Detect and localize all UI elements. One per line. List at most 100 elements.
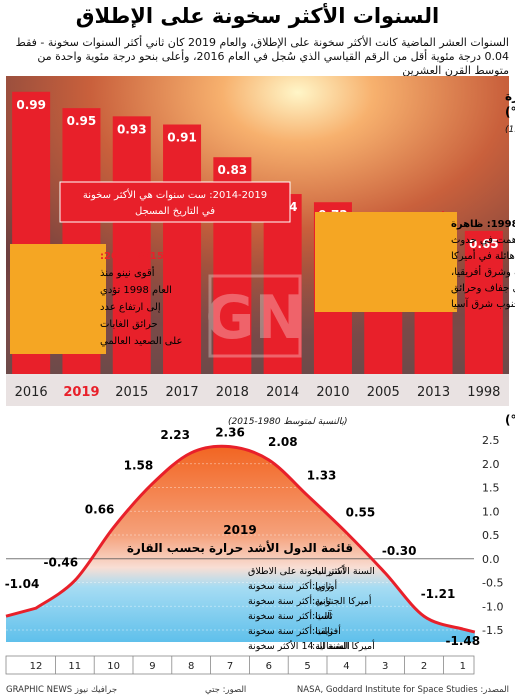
- year-label-1998: 1998: [467, 385, 500, 400]
- ranking-text: ثالث أكثر سنة سخونة: [248, 609, 333, 622]
- year-label-2014: 2014: [266, 385, 299, 400]
- bar-value-1998: 0.65: [469, 237, 499, 251]
- month-label-6: 6: [266, 661, 272, 672]
- year-axis-band: [6, 374, 509, 406]
- ranking-text: السنة الأكثر سخونة على الاطلاق: [248, 565, 375, 577]
- bar-2015: [112, 116, 151, 374]
- year-label-2013: 2013: [417, 385, 450, 400]
- left-callout-line: على الصعيد العالمي: [100, 336, 182, 347]
- month-value-6: 2.08: [268, 435, 298, 449]
- left-callout: 2016-2015: أقوى نينو منذ العام 1998 تؤدي إل…: [10, 244, 182, 373]
- month-label-2: 2: [421, 661, 427, 672]
- temperature-curve-line: [5, 444, 476, 634]
- ranking-region: أميركا الجنوبية:: [312, 594, 372, 607]
- bar-value-2015: 0.93: [117, 122, 147, 136]
- global-temp-note: (نسبة لمتوسط 1951-1980): [505, 125, 515, 135]
- y-tick-label: 0.0: [482, 553, 500, 566]
- right-callout-line: إضافة إلى جفاف وحرائق: [451, 283, 515, 294]
- bar-2014: [263, 194, 302, 374]
- center-callout: 2014-2019: ست سنوات هي الأكثر سخونة في ا…: [59, 181, 291, 223]
- month-value-4: 0.55: [346, 506, 376, 520]
- month-value-11: -0.46: [44, 556, 79, 570]
- year-label-2018: 2018: [216, 385, 249, 400]
- temperature-curve-area: [6, 446, 475, 642]
- ranking-text: ثاني أكثر سنة سخونة: [248, 579, 331, 592]
- ranking-text: ثالث أكثر سنة سخونة: [248, 624, 333, 637]
- footer-source: المصدر: NASA, Goddard Institute for Spac…: [296, 685, 509, 695]
- month-value-8: 2.23: [160, 428, 190, 442]
- left-callout-line: 2016-2015:: [100, 251, 164, 262]
- month-label-4: 4: [343, 661, 349, 672]
- left-callout-line: أقوى نينو منذ: [100, 266, 155, 279]
- monthly-chart-note: (بالنسبة لمتوسط 1980-2015): [228, 417, 347, 427]
- y-tick-label: -0.5: [482, 577, 503, 590]
- month-value-10: 0.66: [85, 502, 115, 516]
- y-tick-label: 1.0: [482, 505, 500, 518]
- year-label-2017: 2017: [166, 385, 199, 400]
- ranking-text: ثاني أكثر سنة سخونة: [248, 594, 331, 607]
- month-label-11: 11: [68, 661, 81, 672]
- right-callout-line: النينيو ساهمت في حدوث: [451, 235, 515, 246]
- ranking-year: 2019: [223, 523, 256, 537]
- right-callout-line: غابات في جنوب شرق آسيا: [451, 297, 515, 310]
- bar-1998: [464, 230, 503, 374]
- year-label-2005: 2005: [367, 385, 400, 400]
- month-label-7: 7: [227, 661, 233, 672]
- monthly-chart-title: 2019: التباعد الشهري، درجات حرارة مئوية …: [505, 413, 515, 428]
- svg-text:GN: GN: [205, 283, 304, 353]
- year-label-2015: 2015: [115, 385, 148, 400]
- footer-photo: الصور: جتي: [205, 685, 247, 695]
- footer: المصدر: NASA, Goddard Institute for Spac…: [0, 683, 515, 699]
- right-callout: 1998-1997: ظاهرة النينيو ساهمت في حدوث فيض…: [315, 211, 515, 373]
- gn-logo: GN: [205, 274, 305, 358]
- global-temp-label-line1: المتوسط العالمي لدرجات حرارة: [505, 89, 515, 104]
- month-value-7: 2.36: [215, 426, 245, 440]
- ranking-region: أوروبا:: [312, 579, 338, 592]
- month-label-8: 8: [188, 661, 194, 672]
- y-tick-label: 1.5: [482, 482, 500, 495]
- right-callout-line: اللاتينية وشرق أفريقيا،: [451, 265, 515, 278]
- svg-text:2014-2019: ست سنوات هي الأكثر: 2014-2019: ست سنوات هي الأكثر سخونة: [83, 188, 267, 201]
- y-tick-label: 0.5: [482, 529, 500, 542]
- month-label-10: 10: [107, 661, 120, 672]
- right-callout-line: 1998-1997: ظاهرة: [451, 219, 515, 230]
- bar-value-2018: 0.83: [218, 163, 248, 177]
- month-value-3: -0.30: [382, 544, 417, 558]
- ranking-region: آسيا:: [312, 609, 332, 622]
- left-callout-line: إلى ارتفاع عدد: [100, 302, 161, 313]
- page-subtitle: السنوات العشر الماضية كانت الأكثر سخونة …: [15, 36, 509, 77]
- ranking-panel: 2019 قائمة الدول الأشد حرارة بحسب القارة…: [127, 523, 375, 652]
- left-callout-line: العام 1998 تؤدي: [100, 285, 172, 296]
- bar-value-2019: 0.95: [67, 114, 97, 128]
- month-value-1: -1.48: [446, 634, 481, 648]
- year-label-2016: 2016: [15, 385, 48, 400]
- bar-value-2017: 0.91: [167, 131, 197, 145]
- month-value-12: -1.04: [5, 577, 40, 591]
- ranking-region: أستراليا:: [312, 564, 346, 577]
- ranking-region: أميركا الشمالية:: [312, 639, 375, 652]
- ranking-title: قائمة الدول الأشد حرارة بحسب القارة: [127, 540, 353, 556]
- right-callout-line: فيضانات هائلة في أميركا: [451, 249, 515, 262]
- month-label-5: 5: [304, 661, 310, 672]
- top-bar-chart: 0.99 2016 0.95 2019 0.93 2015 0.91 2017 0.83 2018…: [6, 76, 515, 406]
- monthly-line-chart: 2019: التباعد الشهري، درجات حرارة مئوية …: [5, 413, 515, 675]
- month-label-1: 1: [460, 661, 466, 672]
- month-value-5: 1.33: [307, 469, 337, 483]
- month-label-12: 12: [30, 661, 43, 672]
- month-value-2: -1.21: [421, 587, 456, 601]
- left-callout-line: حرائق الغابات: [100, 319, 158, 330]
- bar-value-2016: 0.99: [16, 98, 46, 112]
- y-tick-label: -1.5: [482, 624, 503, 637]
- global-temp-label-line2: سطح الأرض (C°): [505, 104, 515, 119]
- month-axis-band: [5, 655, 475, 675]
- year-label-2010: 2010: [316, 385, 349, 400]
- y-tick-label: 2.5: [482, 434, 500, 447]
- ranking-text: السنة الـ 14 الأكثر سخونة: [248, 640, 350, 652]
- month-value-9: 1.58: [124, 459, 154, 473]
- page-title: السنوات الأكثر سخونة على الإطلاق: [75, 4, 440, 28]
- bar-2017: [163, 124, 202, 374]
- footer-credit: GRAPHIC NEWS جرافيك نيوز: [6, 685, 118, 695]
- month-label-9: 9: [149, 661, 155, 672]
- svg-text:في التاريخ المسجل: في التاريخ المسجل: [135, 206, 215, 217]
